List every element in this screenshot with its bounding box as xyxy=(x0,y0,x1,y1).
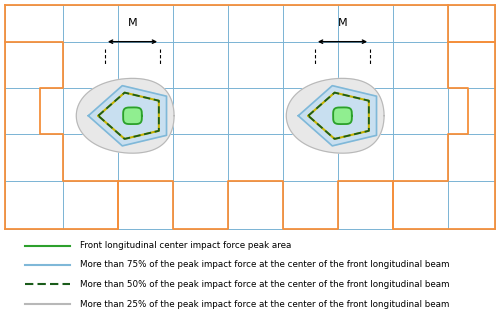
Text: Front longitudinal center impact force peak area: Front longitudinal center impact force p… xyxy=(80,241,292,250)
Text: More than 25% of the peak impact force at the center of the front longitudinal b: More than 25% of the peak impact force a… xyxy=(80,300,450,309)
Polygon shape xyxy=(76,78,174,153)
Polygon shape xyxy=(286,78,384,153)
Text: More than 75% of the peak impact force at the center of the front longitudinal b: More than 75% of the peak impact force a… xyxy=(80,261,450,269)
Text: More than 50% of the peak impact force at the center of the front longitudinal b: More than 50% of the peak impact force a… xyxy=(80,280,450,289)
Polygon shape xyxy=(298,86,376,146)
Text: M: M xyxy=(338,18,347,28)
Polygon shape xyxy=(333,107,352,124)
Polygon shape xyxy=(88,86,166,146)
Polygon shape xyxy=(123,107,142,124)
Text: M: M xyxy=(128,18,138,28)
